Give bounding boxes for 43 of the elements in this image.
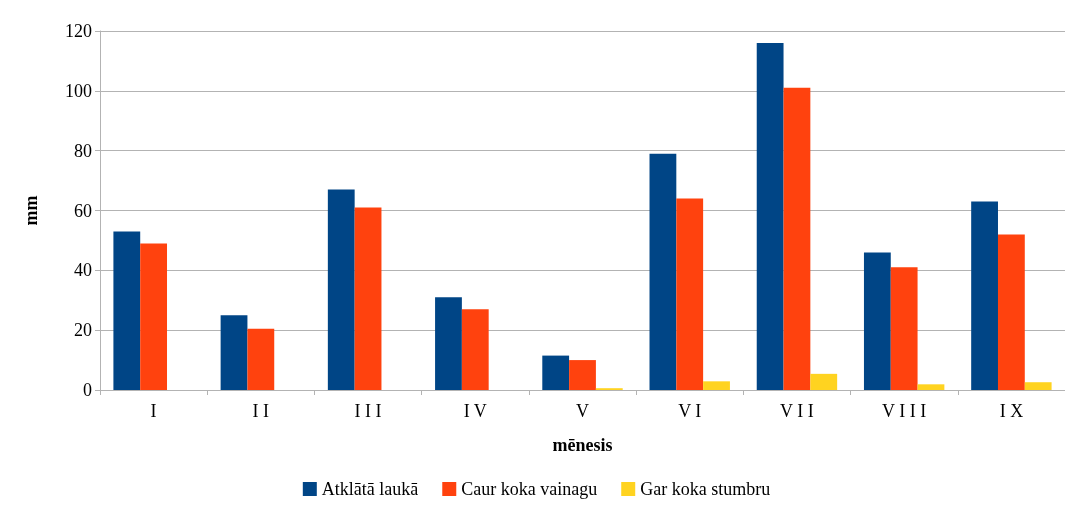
bar	[354, 207, 382, 390]
y-tick-label: 100	[65, 80, 92, 101]
bar	[247, 328, 275, 390]
bar	[783, 87, 811, 390]
x-tick-label: I V	[463, 401, 487, 421]
bar	[810, 373, 838, 390]
x-tick-label: I I I	[354, 401, 382, 421]
x-tick-label: V I	[678, 401, 702, 421]
bar	[756, 42, 784, 390]
legend-label: Atklātā laukā	[321, 479, 419, 499]
y-tick-label: 0	[83, 380, 92, 400]
y-tick-label: 40	[74, 260, 92, 281]
bar	[140, 243, 168, 390]
bar	[971, 201, 998, 390]
x-tick-label: V I I I	[882, 401, 927, 421]
bar	[863, 252, 891, 390]
y-tick-label: 60	[74, 200, 92, 221]
y-tick-label: 20	[74, 320, 92, 341]
bar	[461, 309, 489, 390]
y-tick-label: 120	[65, 21, 92, 41]
bar	[649, 153, 677, 390]
x-tick-label: V	[576, 401, 589, 421]
bar	[113, 231, 141, 390]
bar	[703, 381, 730, 390]
y-tick-label: 80	[74, 140, 92, 161]
x-axis-title: mēnesis	[552, 435, 613, 455]
legend-label: Gar koka stumbru	[640, 479, 771, 499]
bar	[917, 384, 945, 390]
bar	[327, 189, 355, 390]
bar	[569, 360, 596, 390]
x-tick-label: I I	[252, 401, 270, 421]
bar	[220, 315, 248, 390]
x-tick-label: I X	[999, 401, 1024, 421]
x-tick-label: V I I	[780, 401, 814, 421]
bar	[676, 198, 704, 390]
bar	[890, 267, 918, 390]
y-axis-title: mm	[21, 195, 41, 226]
bar	[435, 297, 462, 390]
bar	[542, 355, 570, 390]
x-tick-label: I	[150, 401, 157, 421]
legend-label: Caur koka vainagu	[461, 479, 598, 499]
bar	[997, 234, 1025, 390]
bar	[1024, 382, 1052, 390]
